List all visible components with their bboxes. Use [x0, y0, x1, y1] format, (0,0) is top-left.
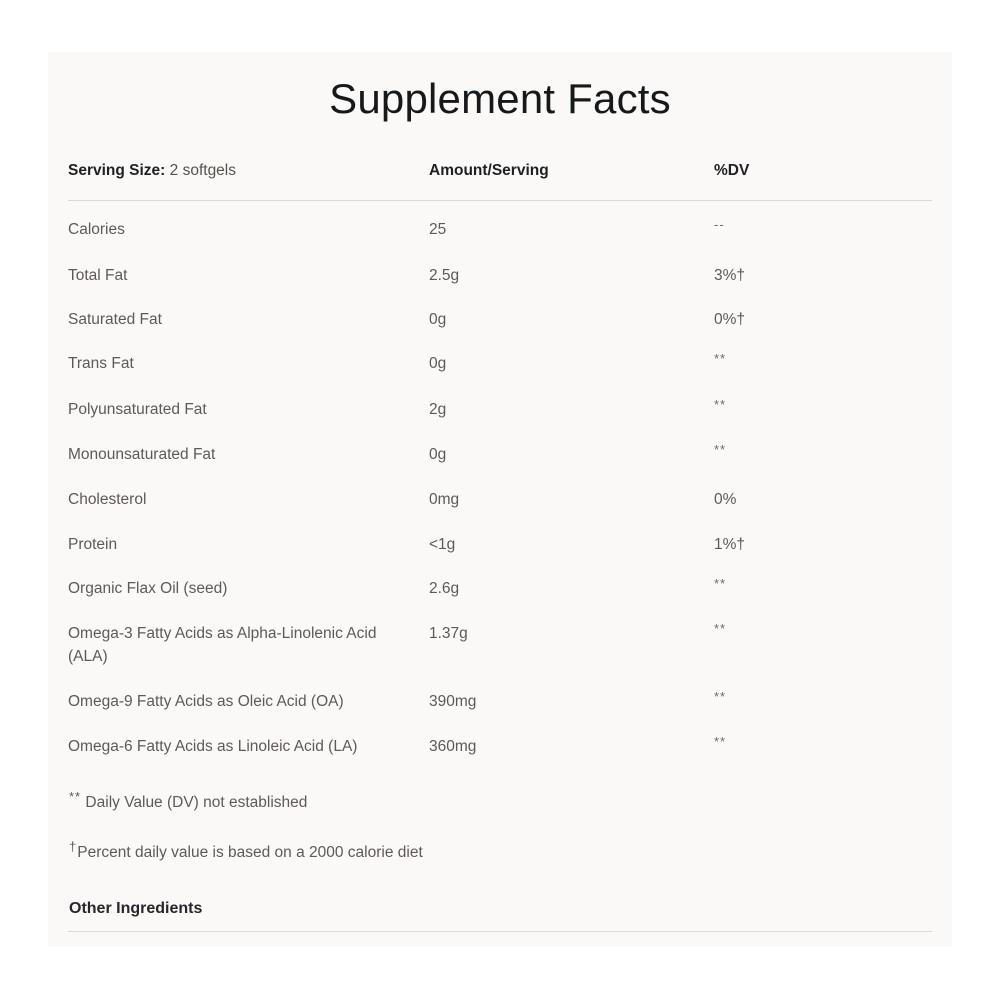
table-row: Omega-9 Fatty Acids as Oleic Acid (OA) 39… [68, 679, 932, 724]
column-header-serving-size: Serving Size: 2 softgels [68, 162, 429, 202]
daily-value-marker: ** [714, 575, 727, 591]
nutrient-amount: 0g [429, 310, 447, 328]
daily-value-marker: ** [714, 734, 727, 750]
other-ingredients-divider [68, 931, 932, 933]
table-row: Protein <1g 1%† [68, 522, 932, 566]
nutrient-amount: 2.5g [429, 266, 460, 284]
nutrient-amount: 1.37g [429, 625, 468, 643]
table-header-row: Serving Size: 2 softgels Amount/Serving … [68, 162, 932, 202]
serving-size-label: Serving Size: [68, 162, 166, 180]
nutrient-name: Calories [68, 221, 125, 239]
table-row: Monounsaturated Fat 0g ** [68, 432, 932, 477]
footnote: ** Daily Value (DV) not established [69, 790, 932, 814]
nutrient-name: Cholesterol [68, 491, 147, 509]
nutrient-daily-value: ** [714, 341, 932, 386]
nutrient-name: Protein [68, 535, 118, 553]
nutrient-name: Omega-9 Fatty Acids as Oleic Acid (OA) [68, 692, 344, 710]
nutrient-daily-value: 0% [714, 491, 737, 509]
page-title: Supplement Facts [329, 75, 671, 122]
supplement-facts-panel: Supplement Facts Serving Size: 2 softgel… [48, 52, 952, 947]
nutrient-daily-value: ** [714, 432, 932, 477]
table-row: Calories 25 -- [68, 201, 932, 253]
nutrient-amount: 2g [429, 400, 447, 418]
nutrient-daily-value: 3%† [714, 266, 746, 284]
table-row: Omega-6 Fatty Acids as Linoleic Acid (LA… [68, 724, 932, 769]
footnote-marker: † [69, 838, 78, 854]
footnote: †Percent daily value is based on a 2000 … [69, 840, 932, 864]
column-header-dv: %DV [714, 162, 932, 202]
footnote-marker: ** [69, 788, 82, 804]
column-header-amount: Amount/Serving [429, 162, 714, 202]
other-ingredients-section: Other Ingredients gelatin (softgel), gly… [68, 900, 932, 947]
nutrient-name: Organic Flax Oil (seed) [68, 579, 228, 597]
nutrient-daily-value: ** [714, 679, 932, 724]
nutrient-amount: <1g [429, 535, 456, 553]
daily-value-marker: ** [714, 396, 727, 412]
footnote-text: Daily Value (DV) not established [81, 793, 308, 811]
nutrient-daily-value: -- [714, 201, 932, 253]
table-row: Cholesterol 0mg 0% [68, 477, 932, 521]
daily-value-marker: ** [714, 621, 727, 637]
daily-value-marker: ** [714, 351, 727, 367]
table-row: Polyunsaturated Fat 2g ** [68, 387, 932, 432]
nutrient-amount: 25 [429, 221, 447, 239]
daily-value-marker: ** [714, 441, 727, 457]
table-row: Omega-3 Fatty Acids as Alpha-Linolenic A… [68, 611, 932, 679]
table-row: Trans Fat 0g ** [68, 341, 932, 386]
daily-value-marker: -- [714, 217, 725, 233]
nutrient-name: Polyunsaturated Fat [68, 400, 207, 418]
nutrient-amount: 390mg [429, 692, 477, 710]
serving-size-value: 2 softgels [169, 162, 237, 180]
nutrient-name: Omega-3 Fatty Acids as Alpha-Linolenic A… [68, 625, 377, 666]
daily-value-marker: ** [714, 688, 727, 704]
nutrient-daily-value: 1%† [714, 535, 746, 553]
nutrient-name: Monounsaturated Fat [68, 445, 216, 463]
supplement-facts-body: Serving Size: 2 softgels Amount/Serving … [48, 162, 952, 947]
nutrient-name: Saturated Fat [68, 310, 162, 328]
other-ingredients-title: Other Ingredients [69, 900, 203, 918]
nutrient-daily-value: ** [714, 387, 932, 432]
table-row: Total Fat 2.5g 3%† [68, 253, 932, 297]
nutrient-amount: 2.6g [429, 579, 460, 597]
nutrient-amount: 0g [429, 355, 447, 373]
nutrient-amount: 0g [429, 445, 447, 463]
nutrient-daily-value: ** [714, 566, 932, 611]
supplement-facts-table: Serving Size: 2 softgels Amount/Serving … [68, 162, 932, 769]
nutrient-daily-value: 0%† [714, 310, 746, 328]
nutrient-name: Total Fat [68, 266, 128, 284]
nutrient-name: Trans Fat [68, 355, 134, 373]
nutrient-daily-value: ** [714, 724, 932, 769]
footnotes: ** Daily Value (DV) not established †Perc… [68, 790, 932, 865]
table-row: Saturated Fat 0g 0%† [68, 297, 932, 341]
nutrient-daily-value: ** [714, 611, 932, 679]
nutrient-name: Omega-6 Fatty Acids as Linoleic Acid (LA… [68, 738, 358, 756]
table-row: Organic Flax Oil (seed) 2.6g ** [68, 566, 932, 611]
nutrient-amount: 0mg [429, 491, 460, 509]
footnote-text: Percent daily value is based on a 2000 c… [77, 844, 423, 862]
nutrient-amount: 360mg [429, 738, 477, 756]
